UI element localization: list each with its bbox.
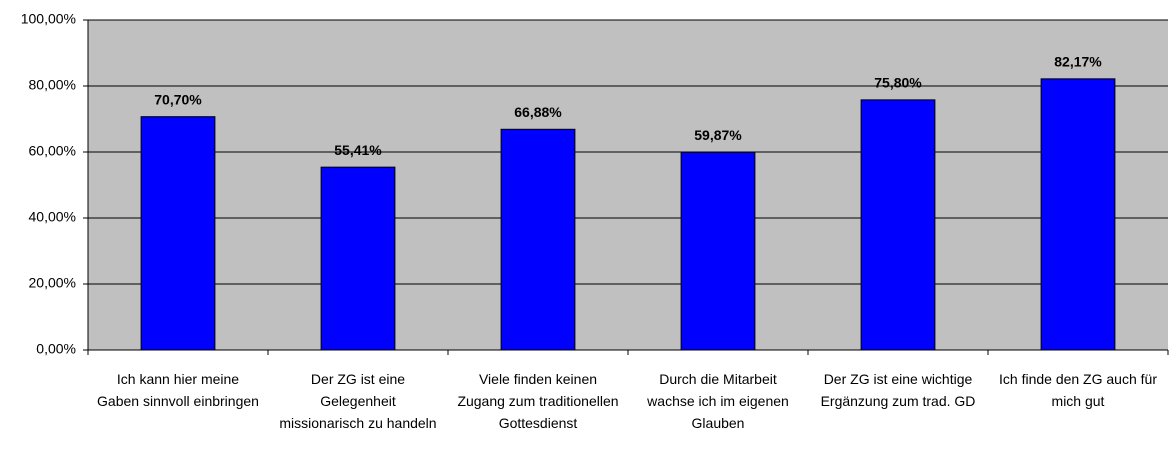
y-tick-label: 80,00%: [29, 77, 76, 93]
x-tick-label: Viele finden keinen Zugang zum tradition…: [457, 371, 619, 431]
bar: [500, 128, 576, 351]
x-tick-label: Ich kann hier meine Gaben sinnvoll einbr…: [97, 371, 259, 409]
plot-area: [88, 20, 1168, 350]
x-tick-label: Der ZG ist eine wichtige Ergänzung zum t…: [820, 371, 976, 409]
bar: [680, 151, 756, 351]
x-tick-label: Der ZG ist eine Gelegenheit missionarisc…: [279, 371, 437, 431]
y-tick-label: 100,00%: [21, 11, 76, 27]
x-tick-label: Ich finde den ZG auch für mich gut: [999, 371, 1157, 409]
y-tick-label: 20,00%: [29, 275, 76, 291]
value-label: 82,17%: [1054, 54, 1102, 70]
value-label: 66,88%: [514, 104, 562, 120]
value-label: 55,41%: [334, 142, 382, 158]
value-label: 75,80%: [874, 75, 922, 91]
bar: [1040, 78, 1116, 351]
y-tick-label: 60,00%: [29, 143, 76, 159]
value-label: 59,87%: [694, 127, 742, 143]
bar: [140, 116, 216, 351]
x-tick-label: Durch die Mitarbeit wachse ich im eigene…: [647, 371, 789, 431]
y-tick-label: 40,00%: [29, 209, 76, 225]
bar: [860, 99, 936, 351]
bar: [320, 166, 396, 351]
value-label: 70,70%: [154, 91, 202, 107]
y-tick-label: 0,00%: [36, 341, 76, 357]
